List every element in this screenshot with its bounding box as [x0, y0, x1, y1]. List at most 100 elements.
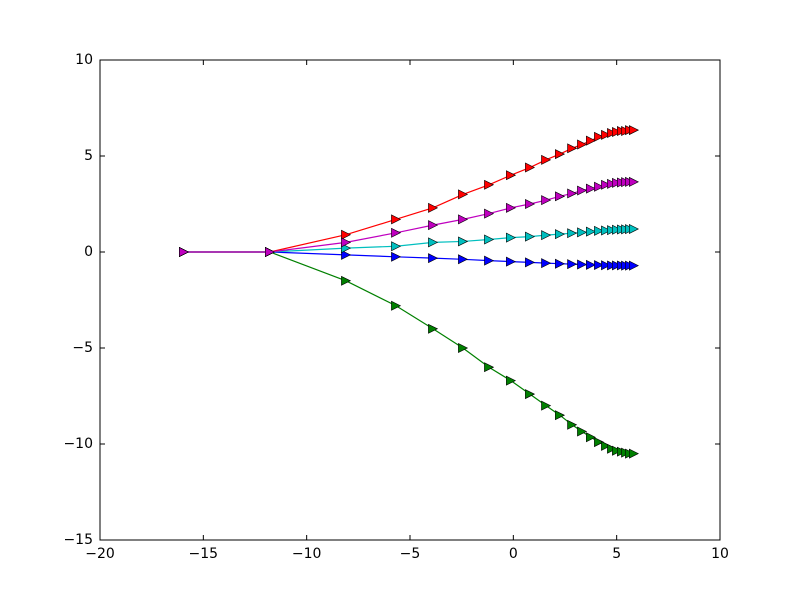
marker	[341, 237, 352, 248]
marker	[586, 259, 597, 270]
marker	[555, 258, 566, 269]
marker	[506, 170, 517, 181]
marker	[567, 259, 578, 270]
marker	[484, 255, 495, 266]
marker	[594, 181, 605, 192]
x-tick-label: −5	[400, 546, 421, 562]
marker	[525, 257, 536, 268]
marker	[607, 127, 618, 138]
marker	[629, 176, 639, 187]
marker	[506, 375, 517, 386]
marker	[179, 247, 190, 257]
y-tick-label: −15	[63, 532, 93, 548]
marker	[341, 275, 352, 286]
marker	[428, 202, 439, 213]
x-tick-label: 5	[612, 546, 621, 562]
marker	[458, 236, 469, 247]
marker	[391, 300, 402, 311]
marker	[629, 448, 639, 459]
y-tick-label: 0	[84, 244, 93, 260]
marker	[428, 220, 439, 231]
marker	[629, 223, 639, 234]
marker	[601, 260, 612, 271]
marker	[612, 224, 623, 235]
x-tick-label: −20	[85, 546, 115, 562]
marker	[391, 241, 402, 252]
marker	[555, 410, 566, 421]
marker	[391, 227, 402, 238]
marker	[428, 237, 439, 248]
marker	[458, 343, 469, 353]
marker	[525, 199, 536, 209]
marker	[577, 185, 588, 196]
marker	[525, 231, 536, 242]
marker	[594, 260, 605, 271]
y-tick-label: 10	[75, 52, 93, 68]
marker	[577, 426, 588, 437]
marker	[541, 230, 552, 241]
marker	[607, 225, 618, 236]
marker	[341, 249, 352, 260]
marker	[567, 419, 578, 430]
marker	[577, 259, 588, 270]
marker	[629, 260, 639, 271]
plot-frame	[99, 59, 721, 541]
marker	[607, 443, 618, 454]
marker	[586, 226, 597, 237]
marker	[601, 225, 612, 236]
marker	[541, 258, 552, 269]
marker	[458, 254, 469, 265]
marker	[577, 139, 588, 150]
marker	[555, 191, 566, 202]
marker	[607, 260, 618, 271]
marker	[265, 247, 276, 257]
y-tick-label: −5	[72, 340, 93, 356]
x-tick-label: −15	[189, 546, 219, 562]
marker	[594, 131, 605, 142]
marker	[484, 179, 495, 190]
marker	[428, 253, 439, 264]
y-tick-label: −10	[63, 436, 93, 452]
marker	[612, 445, 623, 456]
marker	[555, 149, 566, 160]
marker	[567, 188, 578, 199]
marker	[601, 440, 612, 451]
marker	[428, 323, 439, 334]
marker	[541, 154, 552, 165]
marker	[629, 125, 639, 136]
marker	[506, 256, 517, 267]
marker	[612, 127, 623, 137]
x-tick-label: −10	[292, 546, 322, 562]
marker	[586, 183, 597, 194]
marker	[594, 225, 605, 236]
marker	[525, 162, 536, 173]
marker	[612, 177, 623, 188]
y-tick-label: 5	[84, 148, 93, 164]
marker	[391, 214, 402, 225]
marker	[594, 437, 605, 448]
x-tick-label: 0	[509, 546, 518, 562]
marker	[484, 362, 495, 373]
x-tick-label: 10	[711, 546, 729, 562]
marker	[458, 189, 469, 200]
marker	[601, 179, 612, 190]
marker	[612, 260, 623, 271]
marker	[341, 229, 352, 240]
marker	[567, 228, 578, 239]
marker	[506, 232, 517, 243]
marker	[567, 143, 578, 154]
marker	[577, 227, 588, 238]
marker	[391, 251, 402, 262]
marker	[484, 208, 495, 219]
marker	[541, 195, 552, 206]
marker	[458, 214, 469, 225]
marker	[525, 389, 536, 400]
marker	[484, 234, 495, 245]
marker	[586, 432, 597, 443]
marker	[555, 229, 566, 240]
marker	[601, 129, 612, 140]
marker	[586, 135, 597, 146]
marker	[607, 178, 618, 189]
